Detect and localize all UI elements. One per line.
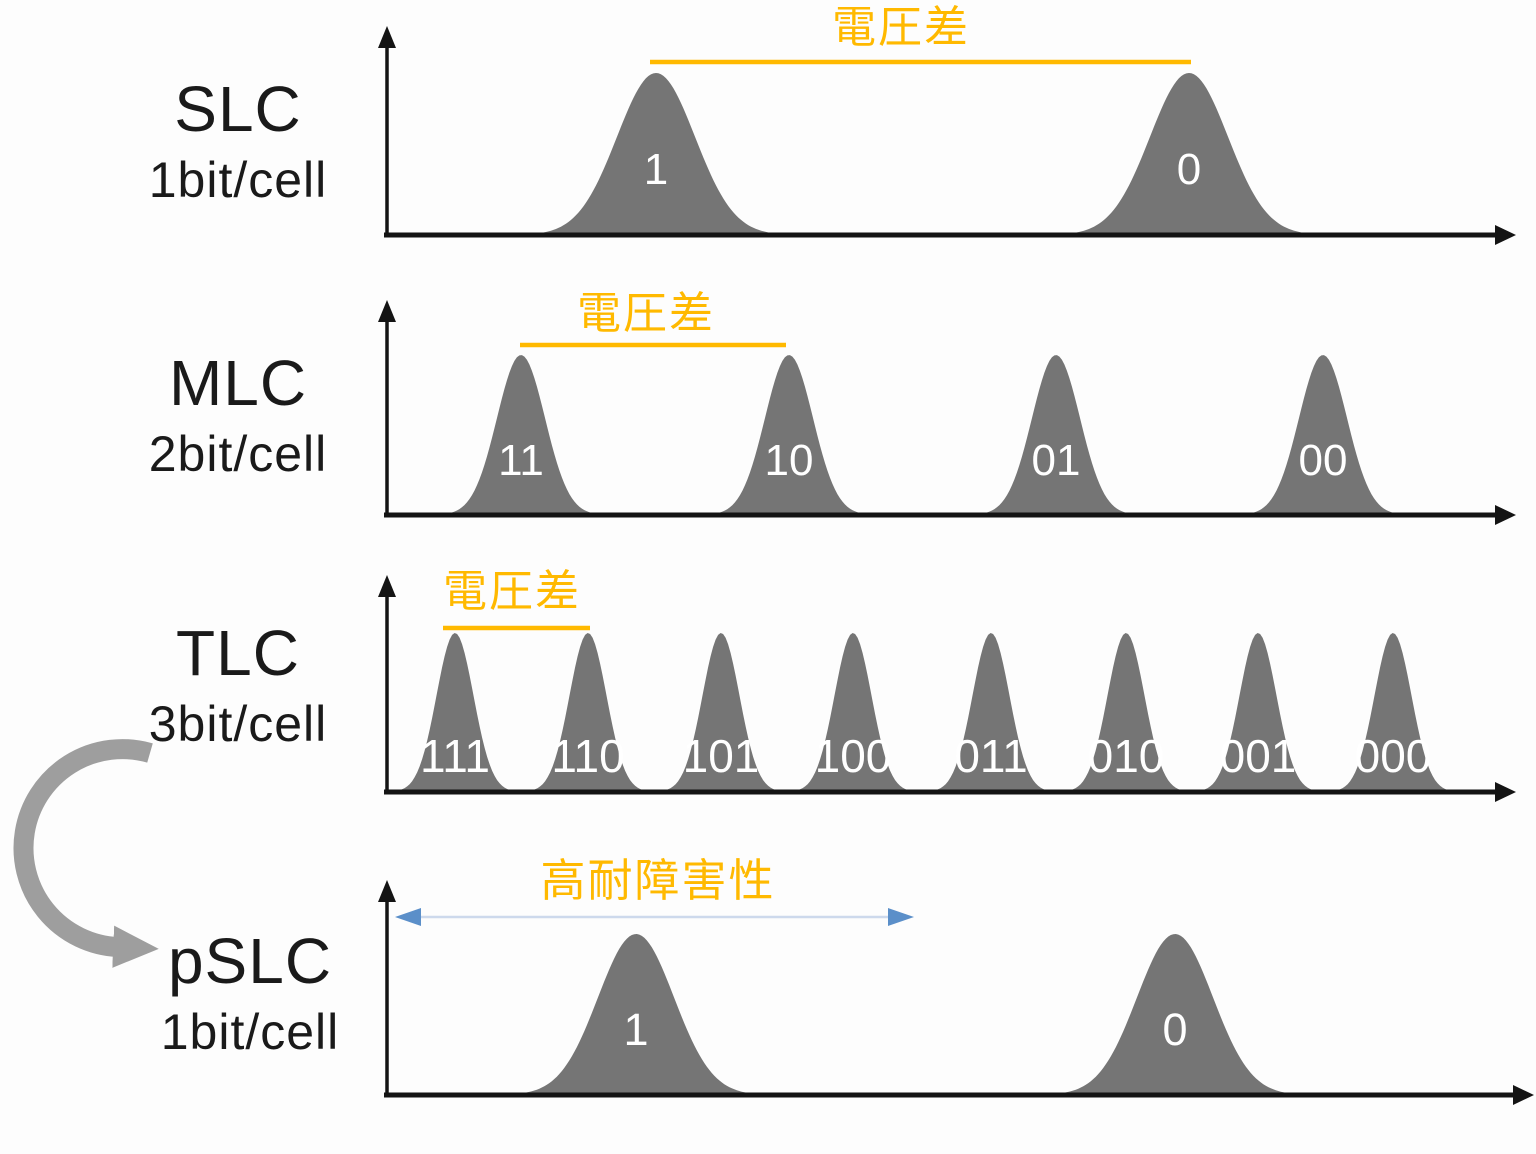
- x-axis-arrowhead-icon: [1495, 782, 1516, 802]
- row-title-slc: SLC: [174, 73, 302, 145]
- y-axis-arrowhead-icon: [378, 26, 396, 48]
- bit-label: 01: [1032, 436, 1081, 485]
- gaussian-curve: [928, 633, 1054, 792]
- row-subtitle-pslc: 1bit/cell: [160, 1003, 340, 1060]
- gaussian-curve: [1330, 633, 1456, 792]
- gaussian-curve: [523, 73, 789, 235]
- gaussian-curve: [506, 934, 766, 1095]
- bit-label: 101: [683, 730, 760, 782]
- annotation-voltage-gap-tlc: 電圧差: [443, 567, 581, 616]
- bit-label: 000: [1355, 730, 1432, 782]
- annotation-voltage-gap-mlc: 電圧差: [577, 289, 715, 338]
- row-label-block-tlc: TLC 3bit/cell: [73, 620, 403, 749]
- gaussian-curve: [392, 633, 518, 792]
- endurance-arrowhead-right-icon: [888, 908, 914, 926]
- row-label-block-mlc: MLC 2bit/cell: [73, 350, 403, 479]
- gaussian-curve: [974, 355, 1138, 515]
- x-axis-arrowhead-icon: [1495, 225, 1516, 245]
- gaussian-curve: [1056, 73, 1322, 235]
- bit-label: 11: [498, 436, 544, 485]
- x-axis-arrowhead-icon: [1495, 505, 1516, 525]
- gaussian-curve: [1195, 633, 1321, 792]
- bit-label: 010: [1088, 730, 1165, 782]
- bit-label: 111: [420, 730, 490, 782]
- y-axis-arrowhead-icon: [378, 575, 396, 597]
- endurance-arrowhead-left-icon: [395, 908, 421, 926]
- bit-label: 0: [1177, 145, 1201, 194]
- tlc-to-pslc-transform-arrow-icon: [13, 739, 159, 968]
- bit-label: 011: [954, 730, 1027, 782]
- x-axis-arrowhead-icon: [1513, 1085, 1534, 1105]
- gaussian-curve: [1241, 355, 1405, 515]
- bit-label: 1: [644, 145, 668, 194]
- gaussian-curve: [1045, 934, 1305, 1095]
- row-title-pslc: pSLC: [167, 925, 333, 997]
- gaussian-curve: [790, 633, 916, 792]
- annotation-high-endurance-pslc: 高耐障害性: [540, 855, 776, 906]
- bit-label: 001: [1220, 730, 1297, 782]
- row-subtitle-slc: 1bit/cell: [148, 151, 328, 208]
- gaussian-curve: [707, 355, 871, 515]
- annotation-voltage-gap-slc: 電圧差: [832, 3, 970, 52]
- row-label-block-slc: SLC 1bit/cell: [73, 76, 403, 205]
- bit-label: 110: [551, 730, 624, 782]
- gaussian-curve: [525, 633, 651, 792]
- bit-label: 0: [1162, 1004, 1187, 1055]
- row-subtitle-tlc: 3bit/cell: [148, 695, 328, 752]
- bit-label: 1: [623, 1004, 648, 1055]
- gaussian-curve: [439, 355, 603, 515]
- y-axis-arrowhead-icon: [378, 880, 396, 902]
- y-axis-arrowhead-icon: [378, 300, 396, 322]
- row-subtitle-mlc: 2bit/cell: [148, 425, 328, 482]
- bit-label: 100: [815, 730, 892, 782]
- row-title-tlc: TLC: [176, 617, 300, 689]
- bit-label: 10: [765, 436, 814, 485]
- bit-label: 00: [1299, 436, 1348, 485]
- row-label-block-pslc: pSLC 1bit/cell: [85, 928, 415, 1057]
- gaussian-curve: [658, 633, 784, 792]
- row-title-mlc: MLC: [168, 347, 308, 419]
- gaussian-curve: [1063, 633, 1189, 792]
